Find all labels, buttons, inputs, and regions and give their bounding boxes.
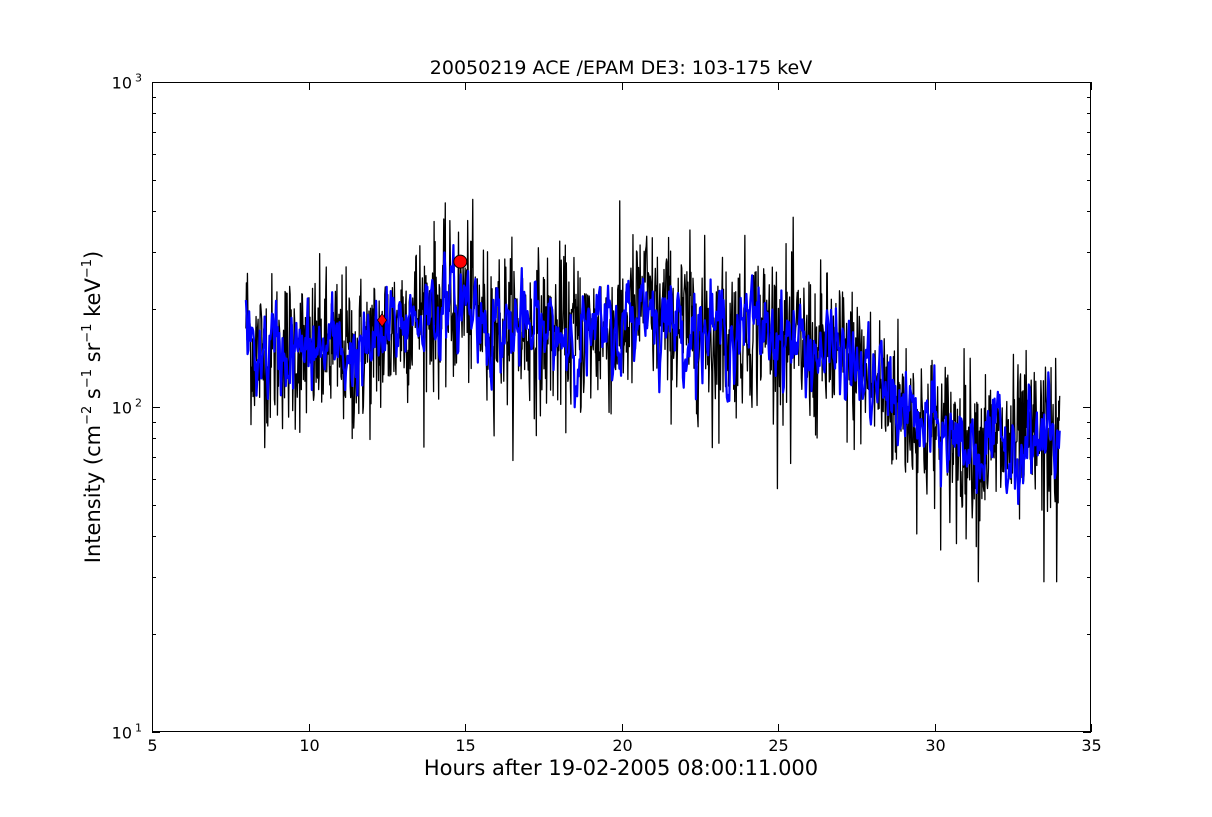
- y-axis-label-exp-2: −1: [80, 369, 95, 388]
- x-tick-label: 15: [455, 736, 475, 755]
- marker-layer: [377, 254, 468, 328]
- marker-diamond: [377, 312, 388, 328]
- y-axis-label-unit-s: s: [81, 388, 105, 406]
- series-line-smoothed: [244, 243, 1061, 506]
- y-tick-label: 10: [112, 399, 132, 418]
- y-axis-label-unit-kev: keV: [81, 278, 105, 324]
- y-tick-label-base: 10: [112, 724, 132, 743]
- y-tick-label-exponent: 2: [135, 397, 142, 410]
- y-tick-label: 10: [112, 74, 132, 93]
- y-axis-label-unit-sr: sr: [81, 342, 105, 369]
- y-tick-label: 10: [112, 724, 132, 743]
- x-tick-label: 30: [925, 736, 945, 755]
- x-tick-label: 10: [299, 736, 319, 755]
- x-tick-label: 5: [147, 736, 157, 755]
- y-tick-label-exponent: 1: [135, 722, 142, 735]
- y-axis-label-exp-1: −2: [80, 406, 95, 425]
- y-axis-label-prefix: Intensity (cm: [81, 425, 105, 563]
- y-tick-label-base: 10: [112, 74, 132, 93]
- marker-circle: [453, 254, 468, 269]
- x-tick-label: 20: [612, 736, 632, 755]
- x-tick-label: 25: [768, 736, 788, 755]
- y-axis-label-suffix: ): [81, 251, 105, 259]
- plot-frame: [152, 82, 1091, 732]
- y-tick-label-exponent: 3: [135, 72, 142, 85]
- y-tick-label-base: 10: [112, 399, 132, 418]
- x-tick-label: 35: [1081, 736, 1101, 755]
- y-axis-label-exp-3: −1: [80, 324, 95, 343]
- y-axis-label-exp-4: −1: [80, 259, 95, 278]
- y-axis-label: Intensity (cm−2 s−1 sr−1 keV−1): [80, 251, 105, 563]
- x-axis-label: Hours after 19-02-2005 08:00:11.000: [424, 756, 818, 780]
- chart-title: 20050219 ACE /EPAM DE3: 103-175 keV: [430, 57, 812, 79]
